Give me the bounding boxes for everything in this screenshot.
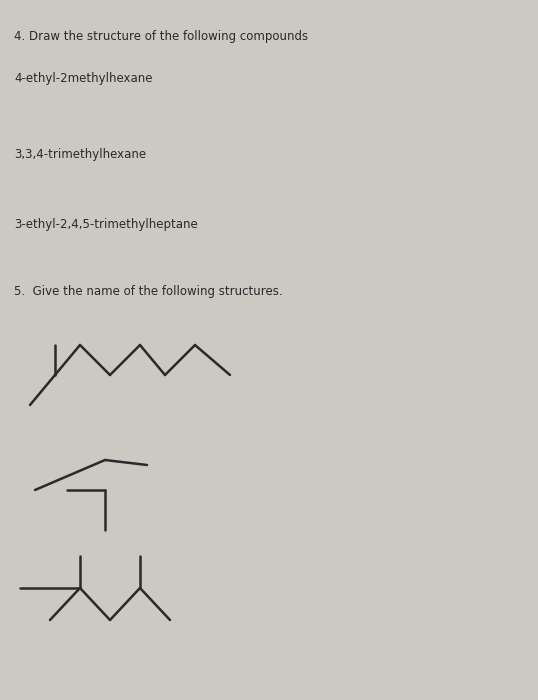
Text: 3-ethyl-2,4,5-trimethylheptane: 3-ethyl-2,4,5-trimethylheptane — [14, 218, 198, 231]
Text: 4. Draw the structure of the following compounds: 4. Draw the structure of the following c… — [14, 30, 308, 43]
Text: 4-ethyl-2methylhexane: 4-ethyl-2methylhexane — [14, 72, 152, 85]
Text: 5.  Give the name of the following structures.: 5. Give the name of the following struct… — [14, 285, 282, 298]
Text: 3,3,4-trimethylhexane: 3,3,4-trimethylhexane — [14, 148, 146, 161]
